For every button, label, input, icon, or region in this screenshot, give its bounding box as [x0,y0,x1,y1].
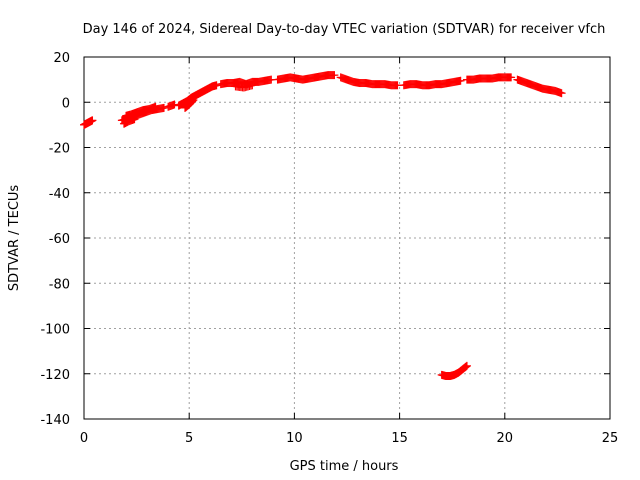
x-tick-label: 10 [286,431,303,446]
plot-frame [83,56,611,420]
y-tick-label: -20 [49,142,70,157]
data-point [248,81,257,90]
y-tick-label: -40 [49,187,70,202]
data-point [212,81,221,90]
chart-title: Day 146 of 2024, Sidereal Day-to-day VTE… [83,22,606,37]
y-tick-label: -120 [40,368,70,383]
data-point [330,71,339,80]
x-tick-label: 5 [185,431,193,446]
data-point [456,76,465,85]
x-tick-label: 15 [391,431,408,446]
grid-lines [84,57,610,419]
data-points [80,71,566,381]
y-tick-label: -100 [40,323,70,338]
data-point [188,97,197,106]
y-tick-label: -140 [40,413,70,428]
y-axis-label: SDTVAR / TECUs [7,185,22,292]
data-point [159,103,168,112]
x-tick-label: 20 [497,431,514,446]
axis-ticks: -140 -120 -100 -80 -60 -40 -20 0 20 0 5 10 15 20 25 [40,51,618,446]
data-point [151,102,160,111]
data-point [188,96,197,105]
y-tick-label: -60 [49,232,70,247]
data-point [507,73,516,82]
x-tick-label: 25 [602,431,619,446]
data-point [557,89,566,98]
data-point [189,95,198,104]
x-axis-label: GPS time / hours [290,459,399,474]
y-tick-label: 0 [62,96,70,111]
data-point [130,115,139,124]
y-tick-label: -80 [49,277,70,292]
data-point [462,361,471,370]
y-tick-label: 20 [53,51,70,66]
x-tick-label: 0 [80,431,88,446]
data-point [88,116,97,125]
